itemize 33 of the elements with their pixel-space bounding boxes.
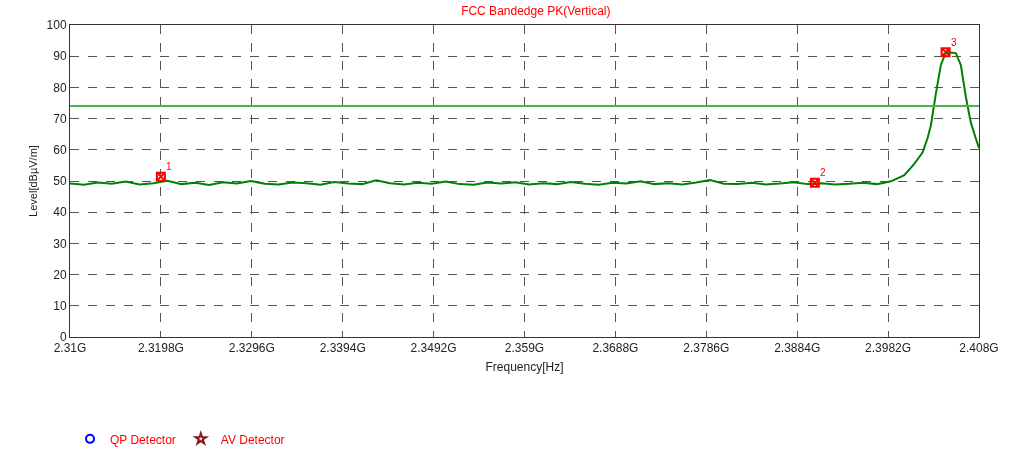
point: [940, 47, 951, 58]
annotation: 3: [951, 37, 957, 48]
legend-label: QP Detector: [110, 432, 176, 447]
annotation: 2: [820, 167, 826, 178]
point: [155, 171, 166, 182]
y-tick-label: 70: [53, 111, 67, 126]
line-series: [70, 51, 979, 187]
x-tick-label: 2.3786G: [683, 341, 730, 356]
x-tick-label: 2.3394G: [319, 341, 366, 356]
x-tick-label: 2.3688G: [592, 341, 639, 356]
y-axis-title: Level[dBµV/m]: [27, 145, 40, 217]
y-tick-label: 30: [53, 236, 67, 251]
x-tick-label: 2.3492G: [410, 341, 457, 356]
y-tick-label: 40: [53, 205, 67, 220]
point: [809, 177, 820, 188]
x-tick-label: 2.31G: [53, 341, 87, 356]
y-tick-label: 50: [53, 174, 67, 189]
x-tick-label: 2.3296G: [228, 341, 275, 356]
y-tick-label: 20: [53, 267, 67, 282]
x-tick-label: 2.3884G: [774, 341, 821, 356]
x-axis-title: Frequency[Hz]: [485, 360, 564, 375]
y-tick-label: 100: [46, 18, 67, 33]
x-tick-label: 2.359G: [504, 341, 545, 356]
y-tick-label: 60: [53, 143, 67, 157]
x-tick-label: 2.3198G: [137, 341, 184, 356]
annotation: 1: [166, 161, 172, 172]
x-tick-label: 2.408G: [959, 341, 999, 356]
y-tick-label: 80: [53, 80, 67, 95]
chart-title: FCC Bandedge PK(Vertical): [461, 4, 611, 19]
y-tick-label: 90: [53, 49, 67, 64]
y-tick-label: 10: [53, 299, 67, 313]
x-tick-label: 2.3982G: [865, 341, 912, 356]
legend-label: AV Detector: [220, 432, 285, 447]
